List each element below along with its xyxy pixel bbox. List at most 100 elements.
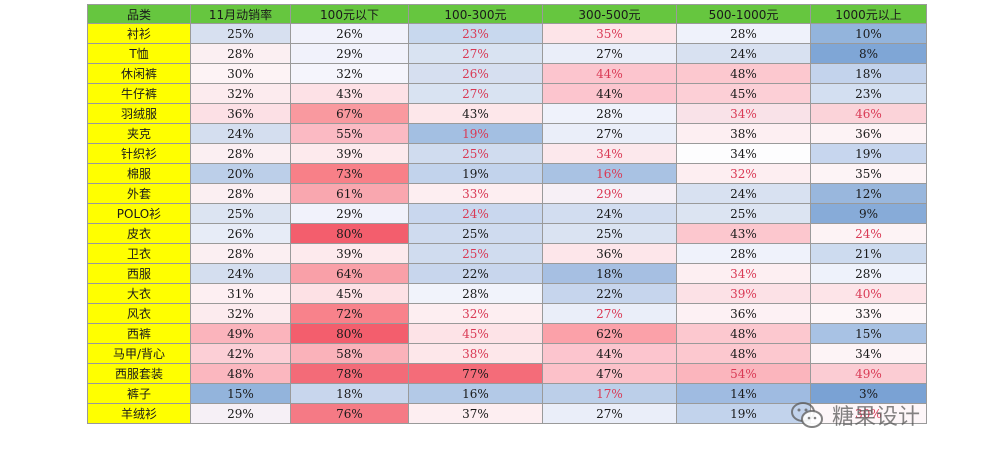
value-cell: 21% [810, 243, 927, 264]
value-cell: 27% [408, 83, 543, 104]
value-cell: 44% [542, 343, 677, 364]
category-cell: 外套 [87, 183, 191, 204]
value-cell: 40% [810, 283, 927, 304]
value-cell: 43% [408, 103, 543, 124]
value-cell: 36% [810, 123, 927, 144]
value-cell: 26% [290, 23, 409, 44]
value-cell: 33% [810, 303, 927, 324]
value-cell: 19% [408, 163, 543, 184]
value-cell: 24% [676, 183, 811, 204]
value-cell: 29% [290, 43, 409, 64]
category-cell: 裤子 [87, 383, 191, 404]
value-cell: 23% [408, 23, 543, 44]
value-cell: 34% [676, 143, 811, 164]
table-row: POLO衫 25% 29% 24% 24% 25% 9% [87, 203, 927, 224]
category-cell: 针织衫 [87, 143, 191, 164]
value-cell: 43% [290, 83, 409, 104]
value-cell: 25% [190, 23, 291, 44]
table-row: 棉服 20% 73% 19% 16% 32% 35% [87, 163, 927, 184]
header-row: 品类 11月动销率 100元以下 100-300元 300-500元 500-1… [87, 4, 927, 24]
value-cell: 35% [542, 23, 677, 44]
category-cell: 马甲/背心 [87, 343, 191, 364]
table-row: 羊绒衫 29% 76% 37% 27% 19% 30% [87, 403, 927, 424]
value-cell: 26% [408, 63, 543, 84]
table-row: 风衣 32% 72% 32% 27% 36% 33% [87, 303, 927, 324]
header-100-300: 100-300元 [408, 4, 543, 24]
value-cell: 32% [676, 163, 811, 184]
value-cell: 45% [290, 283, 409, 304]
value-cell: 24% [810, 223, 927, 244]
table-row: 外套 28% 61% 33% 29% 24% 12% [87, 183, 927, 204]
value-cell: 48% [676, 63, 811, 84]
value-cell: 22% [542, 283, 677, 304]
value-cell: 42% [190, 343, 291, 364]
table-row: 牛仔裤 32% 43% 27% 44% 45% 23% [87, 83, 927, 104]
table-row: 针织衫 28% 39% 25% 34% 34% 19% [87, 143, 927, 164]
table-row: 马甲/背心 42% 58% 38% 44% 48% 34% [87, 343, 927, 364]
table-row: 皮衣 26% 80% 25% 25% 43% 24% [87, 223, 927, 244]
value-cell: 55% [290, 123, 409, 144]
category-cell: 皮衣 [87, 223, 191, 244]
table-row: 卫衣 28% 39% 25% 36% 28% 21% [87, 243, 927, 264]
value-cell: 49% [810, 363, 927, 384]
value-cell: 39% [290, 143, 409, 164]
value-cell: 18% [542, 263, 677, 284]
value-cell: 32% [190, 303, 291, 324]
table-row: 大衣 31% 45% 28% 22% 39% 40% [87, 283, 927, 304]
table-row: 衬衫 25% 26% 23% 35% 28% 10% [87, 23, 927, 44]
value-cell: 62% [542, 323, 677, 344]
value-cell: 39% [676, 283, 811, 304]
value-cell: 61% [290, 183, 409, 204]
value-cell: 32% [190, 83, 291, 104]
value-cell: 16% [542, 163, 677, 184]
value-cell: 26% [190, 223, 291, 244]
value-cell: 38% [408, 343, 543, 364]
value-cell: 27% [542, 43, 677, 64]
wechat-icon [791, 402, 823, 428]
header-over-1000: 1000元以上 [810, 4, 927, 24]
value-cell: 28% [676, 243, 811, 264]
value-cell: 25% [408, 143, 543, 164]
value-cell: 76% [290, 403, 409, 424]
value-cell: 14% [676, 383, 811, 404]
value-cell: 34% [810, 343, 927, 364]
value-cell: 25% [408, 223, 543, 244]
value-cell: 34% [676, 103, 811, 124]
value-cell: 18% [810, 63, 927, 84]
value-cell: 44% [542, 63, 677, 84]
value-cell: 27% [542, 123, 677, 144]
value-cell: 30% [810, 403, 927, 424]
table-body: 衬衫 25% 26% 23% 35% 28% 10% T恤 28% 29% 27% 27% 24% 8% 休… [87, 23, 927, 424]
category-cell: 衬衫 [87, 23, 191, 44]
value-cell: 15% [810, 323, 927, 344]
value-cell: 24% [190, 263, 291, 284]
value-cell: 29% [542, 183, 677, 204]
category-cell: 西裤 [87, 323, 191, 344]
value-cell: 10% [810, 23, 927, 44]
category-cell: 牛仔裤 [87, 83, 191, 104]
value-cell: 31% [190, 283, 291, 304]
value-cell: 54% [676, 363, 811, 384]
header-category: 品类 [87, 4, 191, 24]
value-cell: 24% [542, 203, 677, 224]
value-cell: 27% [542, 303, 677, 324]
value-cell: 24% [190, 123, 291, 144]
value-cell: 28% [542, 103, 677, 124]
table-row: 西裤 49% 80% 45% 62% 48% 15% [87, 323, 927, 344]
value-cell: 33% [408, 183, 543, 204]
table-row: 西服 24% 64% 22% 18% 34% 28% [87, 263, 927, 284]
table-row: 夹克 24% 55% 19% 27% 38% 36% [87, 123, 927, 144]
value-cell: 9% [810, 203, 927, 224]
header-under-100: 100元以下 [290, 4, 409, 24]
value-cell: 25% [408, 243, 543, 264]
value-cell: 48% [676, 343, 811, 364]
value-cell: 23% [810, 83, 927, 104]
value-cell: 17% [542, 383, 677, 404]
table-row: 羽绒服 36% 67% 43% 28% 34% 46% [87, 103, 927, 124]
header-300-500: 300-500元 [542, 4, 677, 24]
value-cell: 12% [810, 183, 927, 204]
value-cell: 28% [190, 183, 291, 204]
category-cell: 西服套装 [87, 363, 191, 384]
value-cell: 47% [542, 363, 677, 384]
value-cell: 44% [542, 83, 677, 104]
